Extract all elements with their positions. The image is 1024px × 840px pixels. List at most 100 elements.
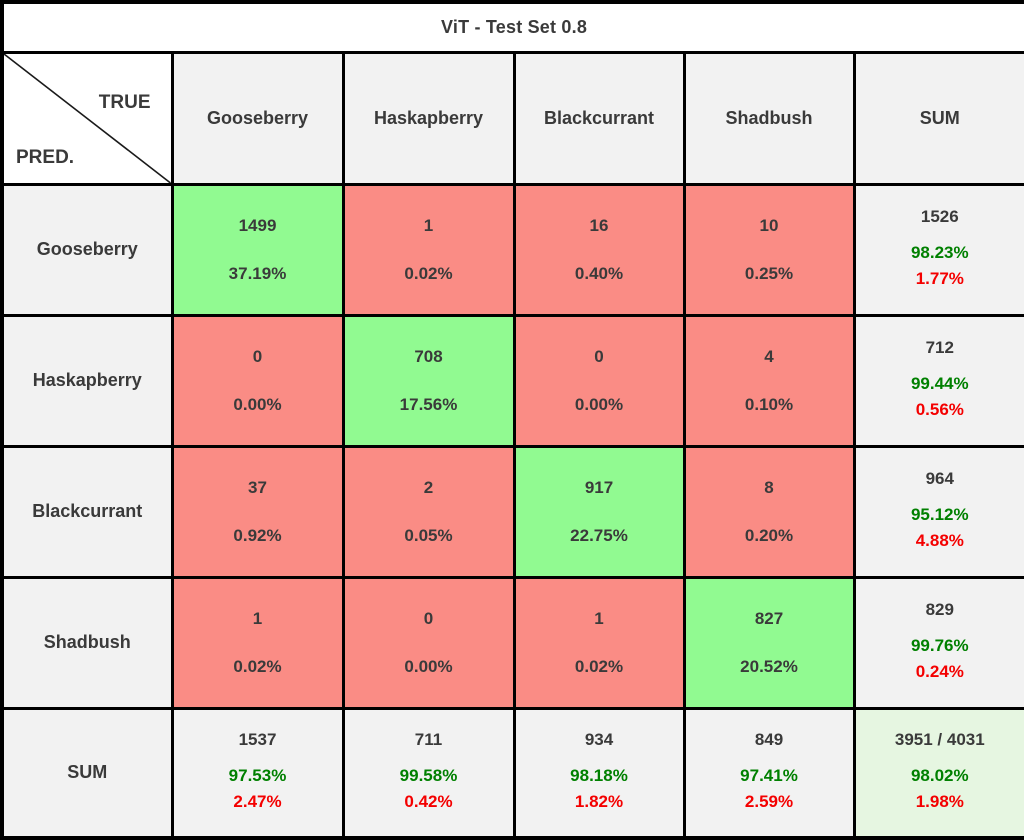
grand-total-cell: 3951 / 4031 98.02% 1.98% xyxy=(854,708,1024,838)
cell-percent: 0.02% xyxy=(174,657,342,677)
sum-good-percent: 99.44% xyxy=(856,371,1024,397)
sum-good-percent: 99.76% xyxy=(856,633,1024,659)
cell-percent: 0.05% xyxy=(345,526,513,546)
cell-count: 1 xyxy=(345,216,513,236)
sum-good-percent: 97.41% xyxy=(686,763,853,789)
row-label-sum: SUM xyxy=(2,708,172,838)
cell-count: 917 xyxy=(516,478,683,498)
cell-count: 37 xyxy=(174,478,342,498)
sum-good-percent: 99.58% xyxy=(345,763,513,789)
row-sum-cell: 964 95.12% 4.88% xyxy=(854,446,1024,577)
matrix-cell: 1499 37.19% xyxy=(172,184,343,315)
sum-count: 712 xyxy=(856,338,1024,358)
col-header-haskapberry: Haskapberry xyxy=(343,52,514,184)
sum-bad-percent: 2.59% xyxy=(686,789,853,815)
cell-percent: 0.92% xyxy=(174,526,342,546)
sum-bad-percent: 4.88% xyxy=(856,528,1024,554)
row-sum-cell: 829 99.76% 0.24% xyxy=(854,577,1024,708)
matrix-cell: 10 0.25% xyxy=(684,184,854,315)
total-bad-percent: 1.98% xyxy=(856,789,1024,815)
row-label-shadbush: Shadbush xyxy=(2,577,172,708)
cell-percent: 0.20% xyxy=(686,526,853,546)
sum-count: 829 xyxy=(856,600,1024,620)
cell-count: 2 xyxy=(345,478,513,498)
col-sum-cell: 934 98.18% 1.82% xyxy=(514,708,684,838)
sum-count: 964 xyxy=(856,469,1024,489)
cell-percent: 20.52% xyxy=(686,657,853,677)
cell-count: 4 xyxy=(686,347,853,367)
sum-count: 849 xyxy=(686,730,853,750)
cell-count: 708 xyxy=(345,347,513,367)
sum-bad-percent: 1.82% xyxy=(516,789,683,815)
sum-count: 934 xyxy=(516,730,683,750)
cell-count: 8 xyxy=(686,478,853,498)
row-label-blackcurrant: Blackcurrant xyxy=(2,446,172,577)
cell-count: 10 xyxy=(686,216,853,236)
cell-percent: 0.00% xyxy=(516,395,683,415)
corner-cell: TRUE PRED. xyxy=(2,52,172,184)
col-sum-cell: 1537 97.53% 2.47% xyxy=(172,708,343,838)
cell-count: 827 xyxy=(686,609,853,629)
matrix-cell: 0 0.00% xyxy=(514,315,684,446)
pred-axis-label: PRED. xyxy=(16,147,74,169)
sum-bad-percent: 0.42% xyxy=(345,789,513,815)
true-axis-label: TRUE xyxy=(99,92,151,114)
matrix-cell: 1 0.02% xyxy=(343,184,514,315)
col-header-shadbush: Shadbush xyxy=(684,52,854,184)
cell-count: 0 xyxy=(516,347,683,367)
matrix-cell: 708 17.56% xyxy=(343,315,514,446)
row-label-gooseberry: Gooseberry xyxy=(2,184,172,315)
matrix-cell: 4 0.10% xyxy=(684,315,854,446)
cell-count: 0 xyxy=(174,347,342,367)
sum-good-percent: 98.18% xyxy=(516,763,683,789)
row-sum-cell: 1526 98.23% 1.77% xyxy=(854,184,1024,315)
matrix-cell: 2 0.05% xyxy=(343,446,514,577)
matrix-cell: 8 0.20% xyxy=(684,446,854,577)
sum-good-percent: 98.23% xyxy=(856,240,1024,266)
cell-percent: 0.00% xyxy=(174,395,342,415)
cell-percent: 0.02% xyxy=(516,657,683,677)
cell-percent: 17.56% xyxy=(345,395,513,415)
matrix-cell: 16 0.40% xyxy=(514,184,684,315)
matrix-cell: 917 22.75% xyxy=(514,446,684,577)
col-header-sum: SUM xyxy=(854,52,1024,184)
cell-count: 0 xyxy=(345,609,513,629)
matrix-cell: 827 20.52% xyxy=(684,577,854,708)
col-sum-cell: 711 99.58% 0.42% xyxy=(343,708,514,838)
sum-count: 1526 xyxy=(856,207,1024,227)
cell-count: 16 xyxy=(516,216,683,236)
sum-bad-percent: 0.56% xyxy=(856,397,1024,423)
total-count: 3951 / 4031 xyxy=(856,730,1024,750)
row-label-haskapberry: Haskapberry xyxy=(2,315,172,446)
sum-bad-percent: 1.77% xyxy=(856,266,1024,292)
matrix-cell: 1 0.02% xyxy=(514,577,684,708)
corner-wrap: TRUE PRED. xyxy=(4,54,171,183)
row-sum-cell: 712 99.44% 0.56% xyxy=(854,315,1024,446)
cell-percent: 37.19% xyxy=(174,264,342,284)
total-good-percent: 98.02% xyxy=(856,763,1024,789)
cell-percent: 22.75% xyxy=(516,526,683,546)
cell-count: 1 xyxy=(516,609,683,629)
cell-count: 1 xyxy=(174,609,342,629)
sum-good-percent: 95.12% xyxy=(856,502,1024,528)
col-header-gooseberry: Gooseberry xyxy=(172,52,343,184)
chart-title: ViT - Test Set 0.8 xyxy=(2,2,1024,52)
col-header-blackcurrant: Blackcurrant xyxy=(514,52,684,184)
sum-count: 1537 xyxy=(174,730,342,750)
matrix-cell: 0 0.00% xyxy=(172,315,343,446)
matrix-cell: 1 0.02% xyxy=(172,577,343,708)
cell-percent: 0.00% xyxy=(345,657,513,677)
matrix-cell: 37 0.92% xyxy=(172,446,343,577)
matrix-cell: 0 0.00% xyxy=(343,577,514,708)
sum-count: 711 xyxy=(345,730,513,750)
sum-bad-percent: 2.47% xyxy=(174,789,342,815)
col-sum-cell: 849 97.41% 2.59% xyxy=(684,708,854,838)
sum-bad-percent: 0.24% xyxy=(856,659,1024,685)
cell-percent: 0.40% xyxy=(516,264,683,284)
cell-count: 1499 xyxy=(174,216,342,236)
cell-percent: 0.02% xyxy=(345,264,513,284)
sum-good-percent: 97.53% xyxy=(174,763,342,789)
cell-percent: 0.25% xyxy=(686,264,853,284)
cell-percent: 0.10% xyxy=(686,395,853,415)
